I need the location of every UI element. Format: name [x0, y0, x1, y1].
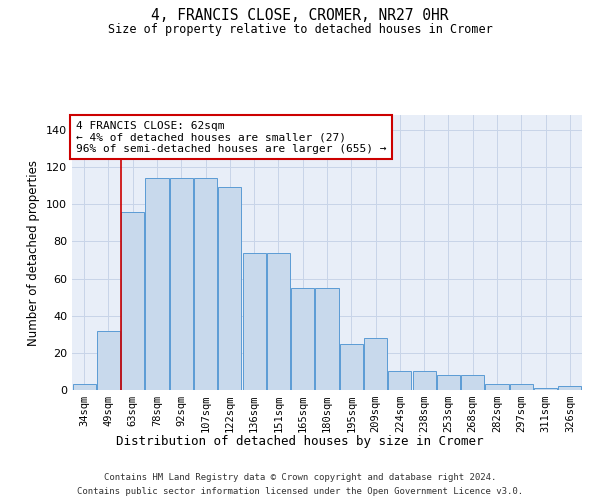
- Bar: [461, 375, 484, 390]
- Bar: [340, 344, 363, 390]
- Text: Contains HM Land Registry data © Crown copyright and database right 2024.: Contains HM Land Registry data © Crown c…: [104, 472, 496, 482]
- Bar: [364, 338, 387, 390]
- Bar: [121, 212, 144, 390]
- Text: 4, FRANCIS CLOSE, CROMER, NR27 0HR: 4, FRANCIS CLOSE, CROMER, NR27 0HR: [151, 8, 449, 22]
- Bar: [291, 288, 314, 390]
- Bar: [437, 375, 460, 390]
- Bar: [388, 372, 412, 390]
- Bar: [170, 178, 193, 390]
- Text: Contains public sector information licensed under the Open Government Licence v3: Contains public sector information licen…: [77, 488, 523, 496]
- Bar: [510, 384, 533, 390]
- Bar: [534, 388, 557, 390]
- Bar: [218, 188, 241, 390]
- Bar: [485, 384, 509, 390]
- Text: 4 FRANCIS CLOSE: 62sqm
← 4% of detached houses are smaller (27)
96% of semi-deta: 4 FRANCIS CLOSE: 62sqm ← 4% of detached …: [76, 120, 386, 154]
- Bar: [194, 178, 217, 390]
- Bar: [145, 178, 169, 390]
- Text: Distribution of detached houses by size in Cromer: Distribution of detached houses by size …: [116, 435, 484, 448]
- Bar: [559, 386, 581, 390]
- Bar: [97, 330, 120, 390]
- Bar: [242, 252, 266, 390]
- Bar: [316, 288, 338, 390]
- Text: Size of property relative to detached houses in Cromer: Size of property relative to detached ho…: [107, 22, 493, 36]
- Y-axis label: Number of detached properties: Number of detached properties: [28, 160, 40, 346]
- Bar: [73, 384, 95, 390]
- Bar: [413, 372, 436, 390]
- Bar: [267, 252, 290, 390]
